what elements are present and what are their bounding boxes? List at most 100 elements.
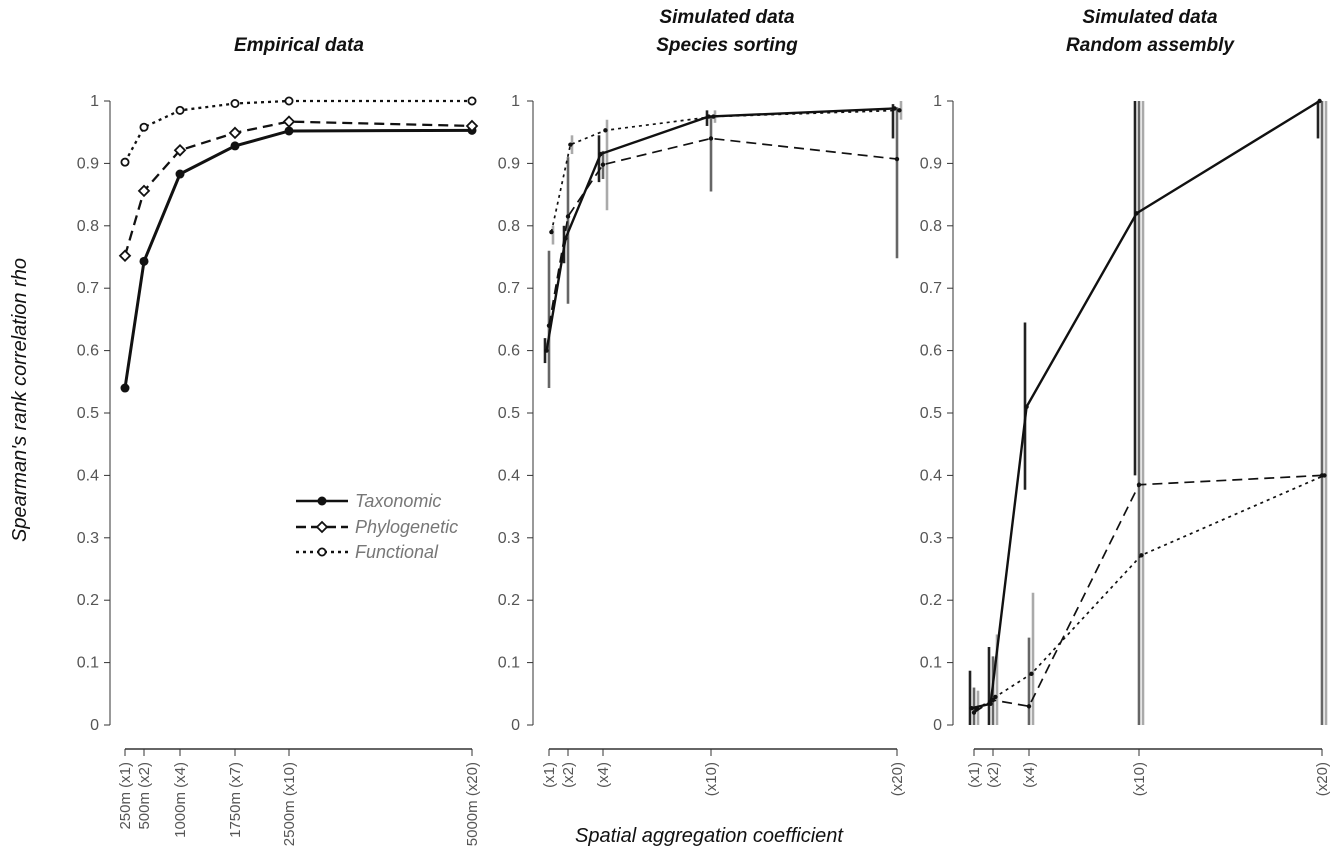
panel-1-y-tick-label: 0.9 (77, 155, 99, 172)
panel-2-x-tick-label: (x2) (560, 762, 577, 788)
panel-2-x-tick-label: (x1) (541, 762, 558, 788)
panel-3-y-tick-label: 0.4 (920, 467, 942, 484)
panel-1-phylogenetic-point (137, 184, 151, 198)
panel-1-x-tick-label: 2500m (x10) (281, 762, 298, 846)
panel-2-y-tick-label: 0.2 (498, 592, 520, 609)
panel-2-y-tick-label: 0.6 (498, 343, 520, 360)
panel-1-phylogenetic-point (118, 249, 132, 263)
panel-3-x-tick-label: (x20) (1314, 762, 1331, 796)
panel-1-x-tick-label: 5000m (x20) (464, 762, 481, 846)
panel-3-y-tick-label: 0 (933, 717, 942, 734)
panel-2-y-tick-label: 0.9 (498, 155, 520, 172)
panel-2-phylogenetic-point (894, 156, 900, 162)
panel-2-taxonomic-point (598, 151, 603, 157)
panel-1-phylogenetic-point (465, 119, 479, 133)
panel-2-y-tick-label: 0.4 (498, 467, 520, 484)
panel-1-y-tick-label: 1 (90, 93, 99, 110)
panel-3-taxonomic-point (1134, 211, 1139, 216)
panel-2-functional-point (549, 229, 554, 235)
panel-1-taxonomic-point (284, 126, 294, 136)
panel-2-y-tick-label: 0.8 (498, 218, 520, 235)
y-axis-label: Spearman's rank correlation rho (9, 258, 31, 542)
panel-3-y-tick-label: 0.8 (920, 218, 942, 235)
panel-1-title: Empirical data (234, 35, 364, 56)
panel-2-x-tick-label: (x10) (703, 762, 720, 796)
panel-1-x-tick-label: 500m (x2) (136, 762, 153, 830)
panel-1-functional-line (123, 99, 472, 163)
panel-3-functional-point (1139, 553, 1144, 558)
panel-3-phylogenetic-point (1136, 482, 1142, 487)
panel-3-phylogenetic-line (973, 474, 1323, 714)
legend: Taxonomic Phylogenetic Functional (296, 491, 458, 562)
panel-1-phylogenetic-point (282, 115, 296, 128)
x-axis-label: Spatial aggregation coefficient (575, 825, 844, 847)
panel-2-taxonomic-point (892, 106, 897, 111)
panel-3-x-tick-label: (x2) (985, 762, 1002, 788)
panel-1-functional-point (467, 96, 477, 106)
panel-3: Simulated data Random assembly 0 0.1 0.2 0.3… (920, 7, 1331, 796)
legend-taxonomic-marker (317, 496, 327, 506)
panel-1-functional-point (175, 105, 185, 115)
panel-2-functional-point (568, 142, 573, 147)
panel-2-y-tick-label: 0.5 (498, 405, 520, 422)
panel-1-taxonomic-point (230, 141, 240, 151)
panel-3-functional-point (1029, 671, 1034, 677)
panel-2-phylogenetic-point (546, 323, 552, 328)
panel-3-y-tick-label: 0.5 (920, 405, 942, 422)
panel-3-taxonomic-point (1317, 98, 1322, 104)
panel-1-x-tick-label: 1750m (x7) (227, 762, 244, 838)
panel-2-y-tick-label: 0.1 (498, 655, 520, 672)
panel-2-functional-point (711, 114, 716, 119)
legend-taxonomic-label: Taxonomic (355, 491, 441, 511)
panel-3-taxonomic-point (988, 701, 993, 706)
panel-2-taxonomic-point (544, 348, 549, 353)
panel-2-functional-point (897, 108, 902, 113)
panel-1-y-tick-label: 0 (90, 717, 99, 734)
panel-2-phylogenetic-point (600, 162, 606, 167)
panel-1-functional-point (284, 96, 294, 106)
panel-1-phylogenetic-line (123, 120, 473, 257)
panel-2-taxonomic-point (563, 236, 568, 241)
panel-1-y-tick-label: 0.6 (77, 343, 99, 360)
panel-3-taxonomic-point (1024, 404, 1029, 409)
panel-3-y-tick-label: 0.6 (920, 343, 942, 360)
panel-2-y-tick-label: 0 (511, 717, 520, 734)
panel-2-phylogenetic-point (565, 214, 571, 219)
panel-1-functional-point (120, 157, 130, 167)
legend-functional-label: Functional (355, 542, 439, 562)
panel-3-x-tick-label: (x10) (1131, 762, 1148, 796)
panel-3-y-tick-label: 0.9 (920, 155, 942, 172)
panel-2-y-tick-label: 1 (511, 93, 520, 110)
panel-3-y-tick-label: 0.3 (920, 530, 942, 547)
panel-1-y-tick-label: 0.8 (77, 218, 99, 235)
panel-1-taxonomic-line (123, 128, 473, 389)
panel-2: Simulated data Species sorting 0 0.1 0.2 0.3… (498, 7, 906, 796)
panel-2-taxonomic-point (706, 114, 711, 119)
panel-3-y-tick-label: 0.2 (920, 592, 942, 609)
panel-3-x-tick-label: (x1) (966, 762, 983, 788)
panel-1-y-tick-label: 0.3 (77, 530, 99, 547)
panel-3-phylogenetic-point (971, 710, 977, 715)
panel-2-x-tick-label: (x4) (595, 762, 612, 788)
panel-2-y-tick-label: 0.3 (498, 530, 520, 547)
panel-1-taxonomic-point (175, 169, 185, 179)
panel-3-phylogenetic-point (990, 697, 996, 703)
panel-1-functional-point (139, 122, 149, 132)
panel-3-functional-point (974, 707, 979, 712)
panel-1-y-tick-label: 0.2 (77, 592, 99, 609)
panel-3-taxonomic-point (969, 705, 974, 711)
panel-1-y-tick-label: 0.4 (77, 467, 99, 484)
panel-2-y-tick-label: 0.7 (498, 280, 520, 297)
panel-3-phylogenetic-point (1026, 704, 1032, 709)
panel-1-x-tick-label: 1000m (x4) (172, 762, 189, 838)
legend-phylogenetic-label: Phylogenetic (355, 517, 458, 537)
panel-1: Empirical data 0 0.1 0.2 0.3 0.4 0.5 0.6 0.7 0.8… (77, 35, 481, 846)
panel-3-functional-point (993, 694, 998, 700)
panel-1-phylogenetic-point (173, 144, 187, 157)
panel-1-x-tick-label: 250m (x1) (117, 762, 134, 830)
legend-functional-marker (317, 547, 327, 557)
panel-1-y-tick-label: 0.5 (77, 405, 99, 422)
panel-2-x-tick-label: (x20) (889, 762, 906, 796)
panel-2-phylogenetic-line (548, 137, 898, 326)
panel-3-functional-point (1322, 473, 1327, 478)
